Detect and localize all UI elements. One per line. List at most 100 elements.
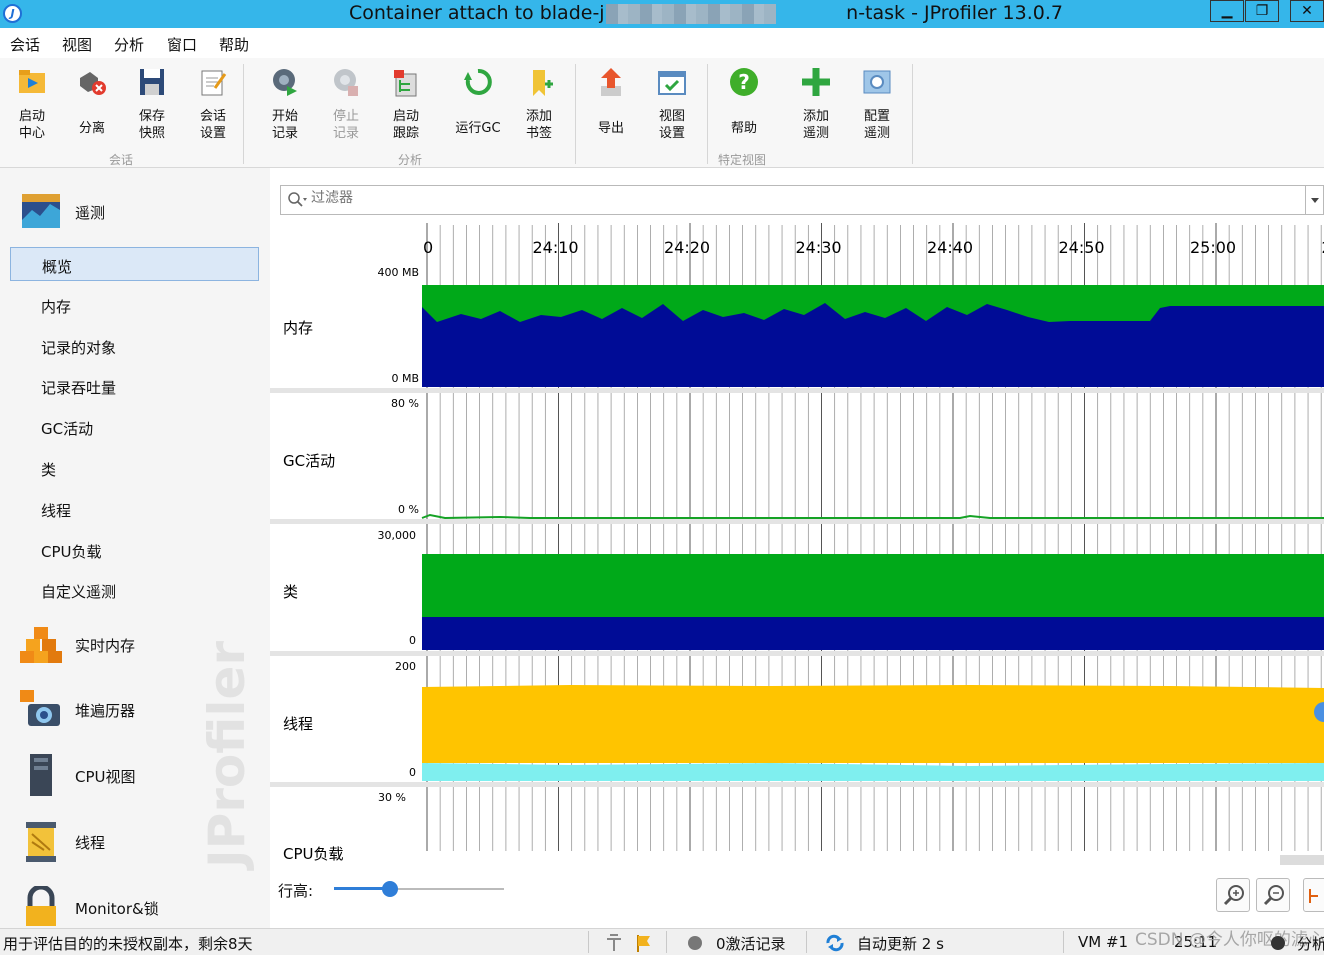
horizontal-scrollbar[interactable] — [1280, 855, 1324, 865]
start-center-button[interactable]: 启动 中心 — [4, 64, 60, 144]
configure-telemetry-button[interactable]: 配置 遥测 — [849, 64, 905, 144]
filter-box[interactable] — [280, 185, 1324, 215]
add-telemetry-button[interactable]: 添加 遥测 — [788, 64, 844, 144]
search-icon — [288, 192, 307, 207]
title-redaction — [606, 4, 776, 24]
flag-icon[interactable] — [634, 933, 654, 953]
add-bookmark-button[interactable]: 添加 书签 — [511, 64, 567, 144]
help-button[interactable]: ? 帮助 — [716, 64, 772, 144]
toolbar-separator — [707, 64, 708, 164]
pin-icon[interactable] — [604, 933, 624, 953]
threads-panel[interactable]: 线程 200 0 — [270, 660, 1324, 787]
zoom-out-icon — [1263, 885, 1284, 906]
add-telemetry-icon — [802, 68, 830, 96]
time-axis-labels: 0 24:10 24:20 24:30 24:40 24:50 25:00 25 — [423, 238, 1324, 257]
session-settings-button[interactable]: 会话 设置 — [185, 64, 241, 144]
elapsed-time: 25:11 — [1174, 933, 1218, 951]
stop-recording-label: 停止 记录 — [332, 109, 359, 141]
classes-min-label: 0 — [409, 634, 416, 647]
row-height-label: 行高: — [278, 882, 314, 900]
chevron-down-icon — [1311, 198, 1319, 203]
minimize-button[interactable]: ▁ — [1210, 0, 1244, 22]
sidebar-item-custom-telemetry[interactable]: 自定义遥测 — [10, 573, 259, 607]
configure-telemetry-label: 配置 遥测 — [863, 109, 890, 141]
maximize-button[interactable]: ❐ — [1245, 0, 1279, 22]
classes-label: 类 — [283, 583, 298, 601]
menu-analysis[interactable]: 分析 — [114, 36, 145, 54]
panel-divider — [270, 782, 1324, 787]
menu-view[interactable]: 视图 — [62, 36, 93, 54]
sidebar-item-label: CPU负载 — [41, 543, 102, 561]
threads-min-label: 0 — [409, 766, 416, 779]
sidebar-item-label: 线程 — [75, 834, 106, 852]
sidebar-item-overview[interactable]: 概览 — [10, 247, 259, 281]
view-settings-icon — [658, 71, 686, 95]
save-snapshot-button[interactable]: 保存 快照 — [124, 64, 180, 144]
menu-help[interactable]: 帮助 — [219, 36, 250, 54]
status-separator — [1063, 931, 1064, 953]
scroll-indicator[interactable] — [1314, 702, 1324, 722]
session-settings-icon — [201, 70, 227, 96]
sidebar-item-cpu-load[interactable]: CPU负载 — [10, 533, 259, 567]
sidebar-item-label: 概览 — [42, 258, 73, 276]
sidebar-item-label: 自定义遥测 — [41, 583, 117, 601]
detach-label: 分离 — [78, 121, 105, 136]
sidebar-item-label: 类 — [41, 461, 57, 479]
memory-min-label: 0 MB — [391, 372, 419, 385]
threads-icon — [26, 822, 56, 862]
cpu-load-panel[interactable]: 30 % CPU负载 CPU负载 — [270, 791, 1324, 868]
filter-input[interactable] — [311, 190, 911, 206]
help-label: 帮助 — [730, 121, 757, 136]
row-height-slider-track[interactable] — [334, 888, 504, 890]
export-button[interactable]: 导出 — [583, 64, 639, 144]
time-tick-label: 25 — [1322, 238, 1324, 257]
close-button[interactable]: ✕ — [1290, 0, 1324, 22]
sidebar-item-memory[interactable]: 内存 — [10, 288, 259, 322]
stop-recording-button[interactable]: 停止 记录 — [318, 64, 374, 144]
classes-panel[interactable]: 类 30,000 0 — [270, 529, 1324, 656]
view-settings-button[interactable]: 视图 设置 — [644, 64, 700, 144]
menu-session[interactable]: 会话 — [10, 36, 41, 54]
sidebar-watermark: JProfiler — [198, 640, 256, 868]
app-icon[interactable]: J — [3, 4, 22, 23]
sidebar-item-classes[interactable]: 类 — [10, 451, 259, 485]
zoom-in-button[interactable] — [1216, 878, 1250, 912]
threads-runnable-area — [422, 685, 1324, 763]
gc-activity-panel[interactable]: GC活动 80 % 0 % — [270, 397, 1324, 524]
start-recording-button[interactable]: 开始 记录 — [257, 64, 313, 144]
fit-button[interactable] — [1303, 878, 1324, 912]
row-height-slider-thumb[interactable] — [382, 881, 399, 897]
export-icon — [601, 68, 621, 96]
status-mode-icon — [1271, 936, 1285, 950]
license-status: 用于评估目的的未授权副本，剩余8天 — [3, 935, 253, 953]
sidebar-item-threads[interactable]: 线程 — [10, 492, 259, 526]
stop-recording-icon — [334, 69, 358, 96]
time-tick-label: 24:30 — [796, 238, 842, 257]
cpu-views-icon — [30, 754, 52, 796]
run-gc-button[interactable]: 运行GC — [450, 64, 506, 144]
memory-panel[interactable]: 内存 400 MB 0 MB — [270, 266, 1324, 393]
start-tracking-button[interactable]: 启动 跟踪 — [378, 64, 434, 144]
add-telemetry-label: 添加 遥测 — [802, 109, 829, 141]
auto-update-status[interactable]: 自动更新 2 s — [857, 935, 944, 953]
sidebar-item-recorded-throughput[interactable]: 记录吞吐量 — [10, 369, 259, 403]
menu-window[interactable]: 窗口 — [167, 36, 198, 54]
sidebar-item-recorded-objects[interactable]: 记录的对象 — [10, 329, 259, 363]
telemetry-charts[interactable]: 0 24:10 24:20 24:30 24:40 24:50 25:00 25 内存 400… — [270, 218, 1324, 868]
classes-filtered-area — [422, 617, 1324, 650]
cpu-max-label: 30 % — [378, 791, 406, 804]
sidebar-item-gc-activity[interactable]: GC活动 — [10, 410, 259, 444]
sidebar-item-label: 线程 — [41, 502, 72, 520]
start-tracking-icon — [394, 70, 417, 97]
detach-button[interactable]: 分离 — [64, 64, 120, 144]
toolbar: 启动 中心 分离 保存 快照 会话 设置 开始 记录 停止 记录 启动 跟踪 运… — [0, 58, 1324, 168]
gc-label: GC活动 — [283, 452, 335, 470]
sidebar: JProfiler 遥测 概览 内存 记录的对象 记录吞吐量 GC活动 类 线程… — [0, 168, 270, 928]
threads-label: 线程 — [283, 715, 313, 733]
filter-dropdown-button[interactable] — [1305, 186, 1323, 214]
refresh-icon[interactable] — [824, 934, 846, 952]
zoom-out-button[interactable] — [1256, 878, 1290, 912]
toolbar-group-analysis: 分析 — [398, 153, 423, 167]
time-tick-label: 24:10 — [533, 238, 579, 257]
classes-max-label: 30,000 — [378, 529, 417, 542]
